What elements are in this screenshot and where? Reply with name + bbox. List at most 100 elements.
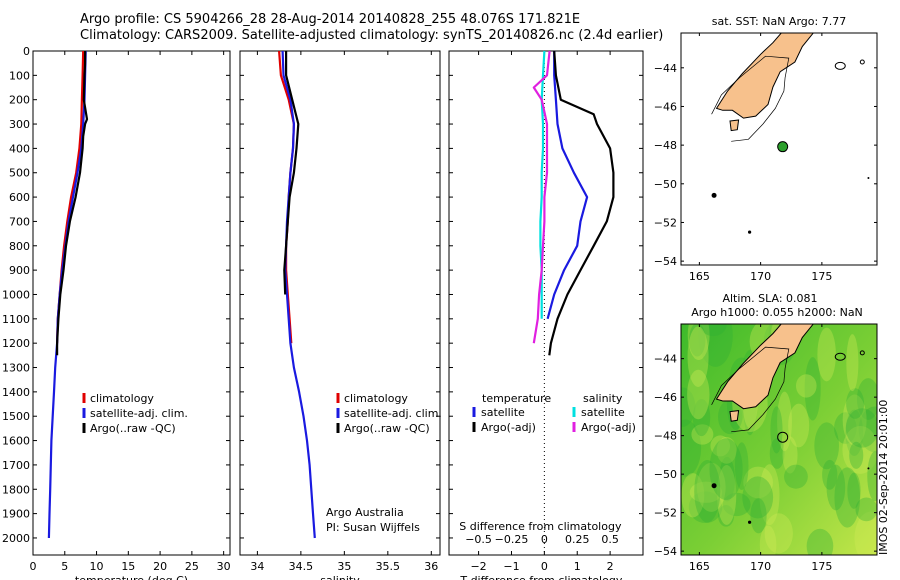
antipodes-island <box>867 467 870 470</box>
anomaly-patch <box>689 324 706 357</box>
anomaly-patch <box>804 357 821 421</box>
x-tick-label: −1 <box>503 560 519 573</box>
map-y-tick-label: −48 <box>654 430 677 443</box>
x-tick-label-salinity: −0.5 <box>465 533 492 546</box>
anomaly-patch <box>688 491 723 524</box>
y-tick-label: 1300 <box>2 362 30 375</box>
sla-map-title-line1: Altim. SLA: 0.081 <box>722 292 817 305</box>
series-temperature-satellite <box>546 51 589 320</box>
x-tick-label: 34.5 <box>289 560 314 573</box>
x-tick-label: 20 <box>153 560 167 573</box>
anomaly-patch <box>846 334 859 392</box>
anomaly-patch <box>691 424 714 445</box>
y-tick-label: 700 <box>9 215 30 228</box>
auckland-islands <box>711 192 717 198</box>
anomaly-patch <box>777 391 792 452</box>
x-tick-label: 35.5 <box>376 560 401 573</box>
legend-label: Argo(..raw -QC) <box>344 422 430 435</box>
series-argo-raw-qc- <box>55 51 89 356</box>
anomaly-patch <box>719 456 735 502</box>
x-tick-label: 15 <box>121 560 135 573</box>
y-tick-label: 1500 <box>2 410 30 423</box>
anomaly-patch <box>817 327 836 382</box>
anomaly-patch <box>788 403 810 448</box>
auckland-islands <box>711 483 717 489</box>
series-argo-raw-qc- <box>283 51 300 295</box>
imos-timestamp: IMOS 02-Sep-2014 20:01:00 <box>877 399 890 555</box>
y-tick-label: 2000 <box>2 532 30 545</box>
anomaly-patch <box>687 369 710 420</box>
sst-map-content <box>711 33 870 234</box>
anomaly-patch <box>867 451 877 502</box>
x-tick-label: 0 <box>30 560 37 573</box>
anomaly-patch <box>681 419 702 477</box>
legend-label: Argo(-adj) <box>481 421 536 434</box>
map-y-tick-label: −46 <box>654 100 677 113</box>
y-tick-label: 1900 <box>2 508 30 521</box>
anomaly-patch <box>734 442 749 491</box>
anomaly-patch <box>699 324 727 337</box>
chatham-rise-contour <box>834 61 846 70</box>
map-x-tick-label: 170 <box>750 560 771 573</box>
anomaly-patch <box>718 505 735 527</box>
x-tick-label: 34 <box>250 560 264 573</box>
series-satellite-adj-clim- <box>281 50 316 539</box>
x-tick-label: 25 <box>185 560 199 573</box>
map-y-tick-label: −52 <box>654 216 677 229</box>
anomaly-patch <box>696 462 726 512</box>
anomaly-patch <box>722 492 751 517</box>
map-frame <box>680 323 878 556</box>
anomaly-patch <box>716 464 737 525</box>
legend-label: satellite <box>581 406 625 419</box>
anomaly-patch <box>743 466 773 499</box>
sst-map-title: sat. SST: NaN Argo: 7.77 <box>712 15 846 28</box>
island-contour <box>859 350 865 356</box>
sla-map-title-line2: Argo h1000: 0.055 h2000: NaN <box>691 306 863 319</box>
panel-frame <box>448 50 644 556</box>
map-y-tick-label: −48 <box>654 139 677 152</box>
chatham-rise-contour <box>834 352 846 361</box>
anomaly-patch <box>834 412 857 444</box>
anomaly-patch <box>770 406 783 454</box>
y-tick-label: 1800 <box>2 483 30 496</box>
anomaly-patch <box>845 408 877 448</box>
anomaly-patch <box>759 525 777 555</box>
anomaly-patch <box>769 438 785 469</box>
y-tick-label: 500 <box>9 167 30 180</box>
anomaly-patch <box>858 406 877 453</box>
map-x-tick-label: 170 <box>750 270 771 283</box>
y-tick-label: 200 <box>9 94 30 107</box>
map-y-tick-label: −50 <box>654 178 677 191</box>
x-tick-label-salinity: 0.5 <box>601 533 619 546</box>
x-tick-label: 1 <box>574 560 581 573</box>
plot-title-line1: Argo profile: CS 5904266_28 28-Aug-2014 … <box>80 12 581 27</box>
x-tick-label: 2 <box>607 560 614 573</box>
x-tick-label: 30 <box>217 560 231 573</box>
legend-label: climatology <box>344 392 408 405</box>
map-y-tick-label: −46 <box>654 391 677 404</box>
anomaly-patch <box>842 425 877 474</box>
anomaly-patch <box>847 472 861 509</box>
sla-map: −44 −46 −48 −50 −52 −54 165 170 175 <box>654 323 878 573</box>
y-tick-label: 1100 <box>2 313 30 326</box>
y-tick-label: 900 <box>9 264 30 277</box>
map-y-tick-label: −54 <box>654 255 677 268</box>
x-tick-label: 36 <box>424 560 438 573</box>
anomaly-patch <box>716 436 737 464</box>
depth-contour <box>711 55 790 142</box>
anomaly-patch <box>759 464 780 526</box>
anomaly-patch <box>834 467 861 528</box>
legend-label: satellite-adj. clim. <box>344 407 442 420</box>
anomaly-patch <box>692 398 711 437</box>
south-island-land <box>715 324 814 410</box>
anomaly-patch <box>687 326 709 387</box>
campbell-island <box>748 520 752 524</box>
panel-frame <box>239 50 441 556</box>
x-axis-label-salinity: S difference from climatology <box>459 520 622 533</box>
anomaly-patch <box>698 324 733 367</box>
map-x-tick-label: 175 <box>811 560 832 573</box>
x-tick-label-salinity: −0.25 <box>495 533 529 546</box>
y-tick-label: 100 <box>9 69 30 82</box>
